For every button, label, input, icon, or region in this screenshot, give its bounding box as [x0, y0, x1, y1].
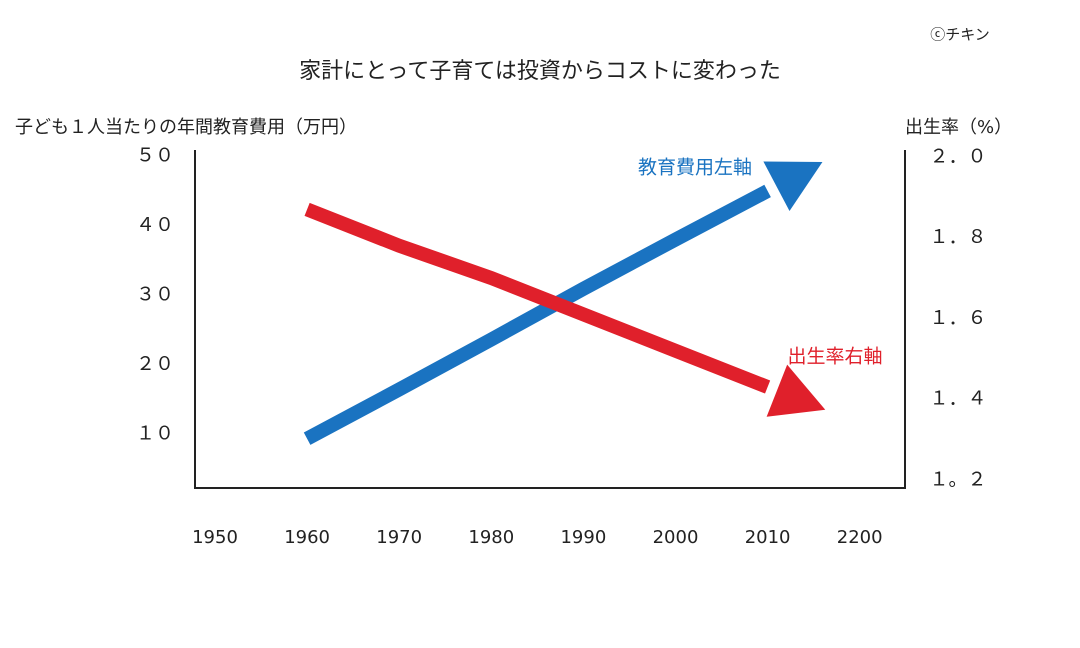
y2-tick-label: １。２ [929, 468, 986, 490]
y-tick-label: ２０ [136, 353, 174, 375]
y2-tick-label: １．４ [929, 388, 986, 410]
arrowhead [766, 364, 826, 417]
y-tick-label: ５０ [136, 145, 174, 167]
y-axis-title: 子ども１人当たりの年間教育費用（万円） [15, 117, 357, 138]
y2-tick-label: １．６ [929, 307, 986, 329]
x-tick-label: 1970 [376, 527, 422, 548]
series-line [303, 184, 771, 445]
x-tick-label: 2000 [653, 527, 699, 548]
credit: ⓒチキン [930, 26, 990, 44]
x-tick-label: 1990 [560, 527, 606, 548]
y2-axis-title: 出生率（%） [905, 117, 1012, 138]
y-tick-label: １０ [136, 422, 174, 444]
chart-title: 家計にとって子育ては投資からコストに変わった [299, 59, 781, 84]
x-tick-label: 1980 [468, 527, 514, 548]
legend-label: 教育費用左軸 [638, 157, 752, 179]
y-tick-label: ３０ [136, 284, 174, 306]
y-tick-label: ４０ [136, 214, 174, 236]
x-tick-label: 2200 [837, 527, 883, 548]
arrowhead [763, 161, 823, 212]
x-tick-label: 2010 [745, 527, 791, 548]
x-tick-label: 1960 [284, 527, 330, 548]
x-tick-label: 1950 [192, 527, 238, 548]
y2-tick-label: １．８ [929, 226, 986, 248]
legend-label: 出生率右軸 [787, 346, 882, 368]
y2-tick-label: ２．０ [929, 145, 986, 167]
series-line [304, 202, 771, 394]
